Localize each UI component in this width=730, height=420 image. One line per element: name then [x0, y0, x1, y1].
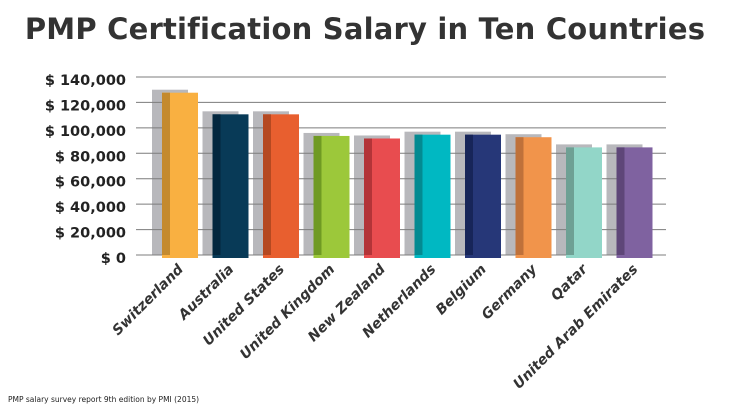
bar-side — [465, 134, 473, 255]
chart-title: PMP Certification Salary in Ten Countrie… — [24, 12, 706, 46]
bar-side — [414, 134, 423, 255]
y-tick-label: $ 120,000 — [45, 98, 126, 114]
source-note: PMP salary survey report 9th edition by … — [8, 395, 200, 404]
bar-side — [263, 114, 271, 255]
y-tick-label: $ 80,000 — [55, 149, 126, 165]
y-tick-label: $ 140,000 — [45, 73, 126, 89]
bars — [162, 92, 653, 258]
y-tick-label: $ 40,000 — [55, 200, 126, 216]
bar-side — [515, 137, 524, 255]
bar-side — [313, 135, 322, 255]
x-tick-label: Germany — [479, 261, 541, 323]
y-tick-label: $ 60,000 — [55, 175, 126, 191]
y-axis-ticks: $ 0 $ 20,000 $ 40,000 $ 60,000 $ 80,000 $ 100… — [45, 73, 126, 267]
bar-side — [162, 92, 170, 255]
x-tick-label: Qatar — [548, 261, 591, 304]
bar-side — [212, 114, 221, 255]
x-tick-label: Switzerland — [110, 261, 188, 339]
bar-side — [566, 147, 574, 255]
y-tick-label: $ 0 — [101, 251, 126, 267]
y-tick-label: $ 100,000 — [45, 124, 126, 140]
bar-side — [364, 138, 372, 255]
y-tick-label: $ 20,000 — [55, 226, 126, 242]
bar-side — [616, 147, 625, 255]
x-tick-label: United Kingdom — [237, 262, 338, 363]
